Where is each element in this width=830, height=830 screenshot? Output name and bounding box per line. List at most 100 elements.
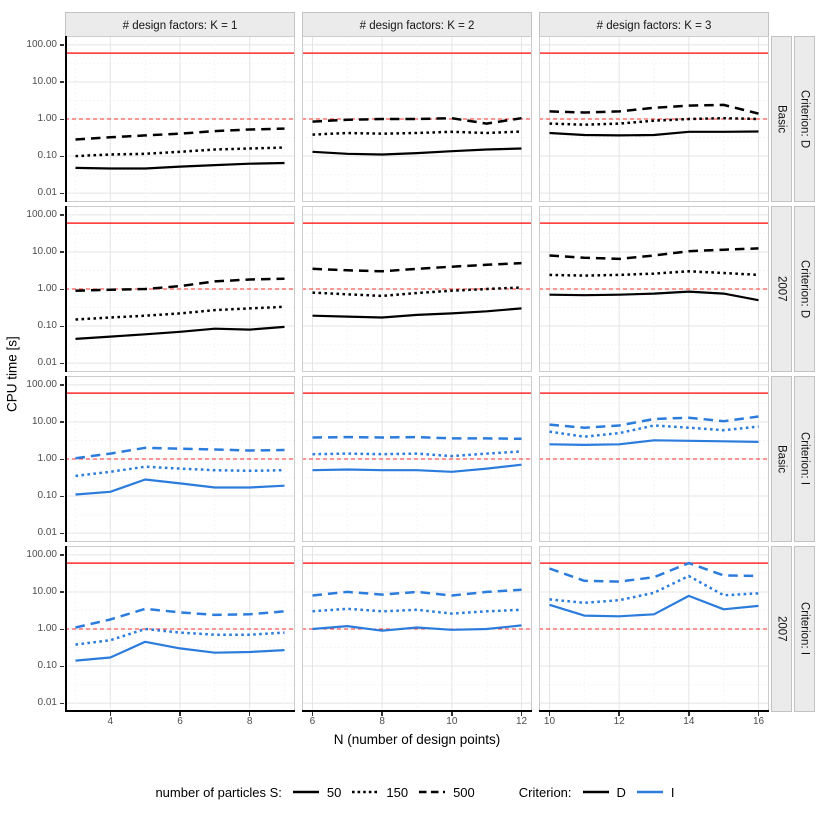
panel-row4-col1 <box>65 546 295 712</box>
y-tick-label: 1.00 <box>37 623 57 634</box>
panel-row2-col1 <box>65 206 295 372</box>
facet-row3-strip-outer: Criterion: I <box>794 376 815 542</box>
legend-item-s150: 150 <box>350 785 408 800</box>
series-S150-line <box>549 116 759 126</box>
series-S500-line <box>312 588 522 597</box>
legend-particles-title: number of particles S: <box>155 784 282 800</box>
legend-item-s500-label: 500 <box>453 784 475 800</box>
y-tick-label: 100.00 <box>26 378 57 390</box>
y-tick-mark <box>60 628 64 630</box>
y-tick-label: 1.00 <box>37 453 57 464</box>
y-tick-label: 100.00 <box>26 208 57 220</box>
legend-criterion-title: Criterion: <box>518 784 572 800</box>
series-S150-line <box>75 305 285 321</box>
x-tick-label: 10 <box>446 716 458 727</box>
y-tick-label: 100.00 <box>26 38 57 50</box>
panel-row4-col2 <box>302 546 532 712</box>
series-S150-line <box>549 424 759 438</box>
y-tick-label: 1.00 <box>37 283 57 294</box>
y-tick-mark <box>60 325 64 328</box>
panel-row4-col3 <box>539 546 769 712</box>
x-tick-mark <box>548 712 551 716</box>
x-tick-mark <box>618 712 620 716</box>
y-tick-mark <box>60 192 64 195</box>
legend-item-s50: 50 <box>291 785 341 800</box>
y-tick-label: 0.10 <box>37 490 57 502</box>
x-tick-label: 10 <box>543 716 556 727</box>
facet-row1-strip-inner: Basic <box>771 36 792 202</box>
y-tick-label: 0.01 <box>37 357 57 369</box>
x-tick-mark <box>248 712 251 716</box>
x-tick-label: 12 <box>613 716 625 727</box>
y-tick-label: 0.10 <box>37 660 57 672</box>
series-S500-line <box>75 446 285 460</box>
facet-col-strip-k1: # design factors: K = 1 <box>65 12 295 40</box>
series-S500-line <box>312 261 522 273</box>
x-tick-label: 16 <box>752 716 765 727</box>
y-tick-label: 0.01 <box>37 527 57 539</box>
y-tick-mark <box>60 214 64 216</box>
facet-row4-strip-inner: 2007 <box>771 546 792 712</box>
series-S500-line <box>75 277 285 292</box>
panel-row1-col1 <box>65 36 295 202</box>
series-S150-line <box>75 627 285 646</box>
y-tick-mark <box>60 554 64 556</box>
series-S500-line <box>75 607 285 629</box>
line-sample-blue-icon <box>636 790 663 794</box>
legend-item-s150-label: 150 <box>386 784 409 800</box>
series-S500-line <box>549 415 759 429</box>
y-tick-mark <box>60 81 64 83</box>
line-sample-black-icon <box>582 790 609 794</box>
legend-item-criterion-d: D <box>581 785 626 800</box>
y-tick-mark <box>60 362 64 365</box>
series-S150-line <box>312 450 522 458</box>
x-axis-title: N (number of design points) <box>333 732 501 747</box>
y-tick-mark <box>60 665 64 668</box>
x-tick-label: 4 <box>107 716 114 727</box>
y-tick-mark <box>60 155 64 158</box>
x-tick-mark <box>688 712 690 716</box>
legend-item-criterion-d-label: D <box>616 784 626 800</box>
series-S50-line <box>549 290 759 302</box>
y-tick-mark <box>60 118 64 120</box>
y-tick-label: 0.10 <box>37 320 57 332</box>
series-S500-line <box>549 247 759 261</box>
series-S150-line <box>75 146 285 158</box>
x-tick-mark <box>109 712 112 716</box>
panel-row3-col3 <box>539 376 769 542</box>
facet-row4-strip-outer: Criterion: I <box>794 546 815 712</box>
y-tick-mark <box>60 591 64 593</box>
series-S50-line <box>75 325 285 340</box>
line-sample-dashed-icon <box>419 790 446 794</box>
x-tick-label: 12 <box>515 716 528 727</box>
y-tick-label: 10.00 <box>31 415 57 427</box>
x-tick-mark <box>311 712 314 716</box>
legend-item-s500: 500 <box>417 785 475 800</box>
facet-row2-strip-outer: Criterion: D <box>794 206 815 372</box>
panel-row2-col3 <box>539 206 769 372</box>
series-S50-line <box>312 307 522 319</box>
series-S500-line <box>549 561 759 583</box>
x-tick-label: 6 <box>177 716 183 727</box>
x-tick-mark <box>520 712 523 716</box>
series-S50-line <box>75 640 285 662</box>
y-tick-mark <box>60 44 64 46</box>
series-S50-line <box>312 147 522 156</box>
y-tick-label: 0.01 <box>37 697 57 709</box>
legend: number of particles S: 50 150 500 Criter… <box>0 772 830 812</box>
y-tick-mark <box>60 458 64 460</box>
y-tick-mark <box>60 495 64 498</box>
x-tick-mark <box>179 712 181 716</box>
series-S50-line <box>312 463 522 473</box>
y-axis-title: CPU time [s] <box>4 336 20 412</box>
panel-row3-col1 <box>65 376 295 542</box>
line-sample-dotted-icon <box>352 790 379 794</box>
series-S150-line <box>312 130 522 136</box>
y-tick-label: 10.00 <box>31 585 57 597</box>
y-tick-label: 0.10 <box>37 150 57 162</box>
x-tick-label: 14 <box>683 716 695 727</box>
panel-row2-col2 <box>302 206 532 372</box>
panel-row1-col3 <box>539 36 769 202</box>
line-sample-solid-icon <box>292 790 319 794</box>
series-S150-line <box>75 465 285 478</box>
